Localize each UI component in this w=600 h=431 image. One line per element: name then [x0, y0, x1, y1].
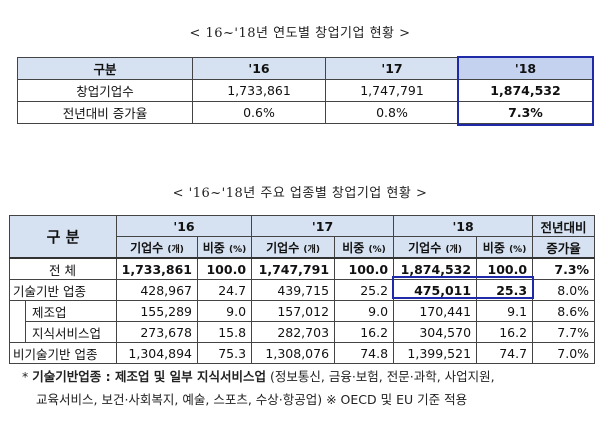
cell-growth: 7.7% — [532, 321, 596, 343]
subheader-share-2017: 비중 (%) — [334, 236, 395, 259]
row-label: 기술기반 업종 — [8, 279, 118, 301]
cell-growth: 7.3% — [532, 257, 596, 280]
footnote-line1: * 기술기반업종 : 제조업 및 일부 지식서비스업 (정보통신, 금융·보험,… — [22, 365, 592, 388]
cell-count-2016: 1,304,894 — [116, 342, 199, 364]
table-header-row: 구분 '16 '17 '18 — [17, 57, 593, 80]
cell-count-2016: 1,733,861 — [116, 257, 199, 280]
cell-count-2017: 439,715 — [251, 279, 336, 301]
cell-2017: 0.8% — [325, 101, 459, 124]
subheader-count-2018: 기업수 (개) — [393, 236, 478, 259]
cell-2018: 1,874,532 — [458, 79, 593, 102]
cell-share-2017: 25.2 — [334, 279, 395, 301]
cell-count-2016: 273,678 — [116, 321, 199, 343]
header-category: 구분 — [17, 57, 193, 80]
row-label: 창업기업수 — [17, 79, 193, 102]
cell-share-2018: 9.1 — [476, 300, 534, 322]
cell-share-2016: 100.0 — [197, 257, 253, 280]
subheader-count-2016: 기업수 (개) — [116, 236, 199, 259]
footnote-detail-1: (정보통신, 금융·보험, 전문·과학, 사업지원, — [266, 369, 495, 384]
cell-growth: 8.0% — [532, 279, 596, 301]
row-label: 지식서비스업 — [25, 321, 118, 343]
table-row: 제조업 155,289 9.0 157,012 9.0 170,441 9.1 … — [9, 300, 596, 343]
cell-count-2017: 157,012 — [251, 300, 336, 322]
header-2016: '16 — [192, 57, 326, 80]
cell-count-2018: 170,441 — [393, 300, 478, 322]
footnote: * 기술기반업종 : 제조업 및 일부 지식서비스업 (정보통신, 금융·보험,… — [22, 365, 592, 411]
cell-share-2018: 16.2 — [476, 321, 534, 343]
cell-count-2016: 155,289 — [116, 300, 199, 322]
row-label: 비기술기반 업종 — [8, 342, 118, 364]
header-2018: '18 — [458, 57, 593, 80]
cell-share-2016: 24.7 — [197, 279, 253, 301]
header-growth-line2: 증가율 — [532, 236, 596, 259]
cell-share-2017: 100.0 — [334, 257, 395, 280]
table-row: 기술기반 업종 428,967 24.7 439,715 25.2 475,01… — [8, 279, 596, 301]
cell-growth: 7.0% — [532, 342, 596, 364]
table1-title: < 16~'18년 연도별 창업기업 현황 > — [189, 26, 411, 41]
table-row: 비기술기반 업종 1,304,894 75.3 1,308,076 74.8 1… — [8, 342, 596, 364]
cell-count-2018: 1,874,532 — [393, 257, 478, 280]
cell-count-2018: 1,399,521 — [393, 342, 478, 364]
cell-2016: 0.6% — [192, 101, 326, 124]
cell-2018: 7.3% — [458, 101, 593, 124]
table2-title: < '16~'18년 주요 업종별 창업기업 현황 > — [172, 186, 428, 201]
cell-count-2018: 304,570 — [393, 321, 478, 343]
header-2017: '17 — [325, 57, 459, 80]
cell-count-2017: 1,747,791 — [251, 257, 336, 280]
cell-share-2016: 15.8 — [197, 321, 253, 343]
cell-share-2018: 25.3 — [476, 279, 534, 301]
cell-count-2018: 475,011 — [393, 279, 478, 301]
cell-2017: 1,747,791 — [325, 79, 459, 102]
footnote-definition: 제조업 및 일부 지식서비스업 — [114, 369, 267, 384]
footnote-colon: : — [101, 369, 115, 384]
table-row: 지식서비스업 273,678 15.8 282,703 16.2 304,570… — [10, 321, 596, 343]
header-2016: '16 — [116, 215, 253, 237]
cell-share-2016: 75.3 — [197, 342, 253, 364]
footnote-line2: 교육서비스, 보건·사회복지, 예술, 스포츠, 수상·항공업) ※ OECD … — [36, 392, 468, 407]
cell-share-2017: 9.0 — [334, 300, 395, 322]
subheader-count-2017: 기업수 (개) — [251, 236, 336, 259]
table-row: 창업기업수 1,733,861 1,747,791 1,874,532 — [17, 79, 593, 102]
table-row: 전년대비 증가율 0.6% 0.8% 7.3% — [17, 101, 593, 124]
cell-share-2017: 16.2 — [334, 321, 395, 343]
header-growth-line1: 전년대비 — [532, 215, 596, 237]
cell-growth: 8.6% — [532, 300, 596, 322]
table-row-total: 전 체 1,733,861 100.0 1,747,791 100.0 1,87… — [8, 257, 596, 280]
cell-share-2017: 74.8 — [334, 342, 395, 364]
cell-count-2017: 282,703 — [251, 321, 336, 343]
indent-spacer — [9, 300, 26, 343]
cell-share-2018: 100.0 — [476, 257, 534, 280]
header-category: 구 분 — [8, 215, 118, 259]
cell-share-2016: 9.0 — [197, 300, 253, 322]
footnote-term: 기술기반업종 — [32, 369, 102, 384]
cell-count-2017: 1,308,076 — [251, 342, 336, 364]
footnote-star: * — [22, 369, 29, 384]
cell-2016: 1,733,861 — [192, 79, 326, 102]
subheader-share-2018: 비중 (%) — [476, 236, 534, 259]
row-label: 전 체 — [8, 257, 118, 280]
industry-startups-table: 구 분 '16 '17 '18 전년대비 기업수 (개) 비중 (%) 기업수 … — [8, 215, 596, 364]
table-subheader-row: 기업수 (개) 비중 (%) 기업수 (개) 비중 (%) 기업수 (개) 비중… — [10, 236, 596, 259]
subheader-share-2016: 비중 (%) — [197, 236, 253, 259]
header-2017: '17 — [251, 215, 395, 237]
cell-share-2018: 74.7 — [476, 342, 534, 364]
cell-count-2016: 428,967 — [116, 279, 199, 301]
row-label: 전년대비 증가율 — [17, 101, 193, 124]
yearly-startups-table: 구분 '16 '17 '18 창업기업수 1,733,861 1,747,791… — [17, 57, 593, 124]
header-2018: '18 — [393, 215, 534, 237]
table-header-row: 구 분 '16 '17 '18 전년대비 — [8, 215, 596, 259]
row-label: 제조업 — [25, 300, 118, 322]
